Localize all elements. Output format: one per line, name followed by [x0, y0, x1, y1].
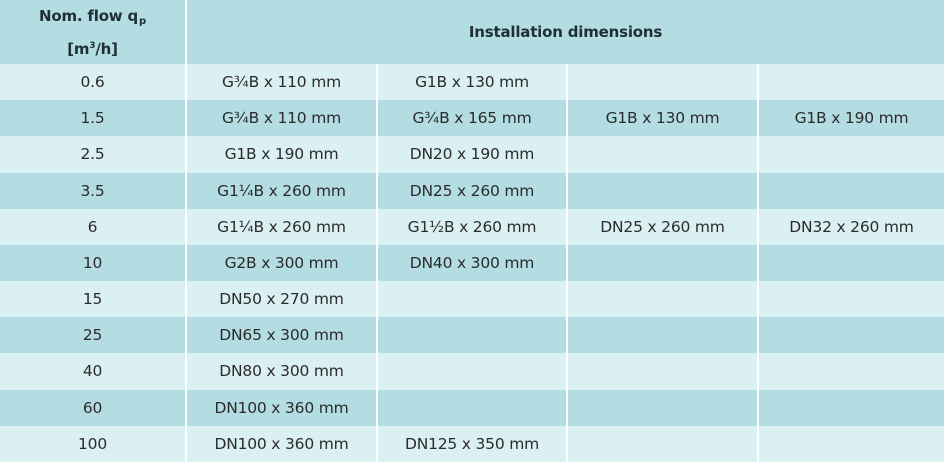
dimension-cell: DN65 x 300 mm	[187, 317, 378, 354]
dimension-cell	[378, 281, 568, 318]
flow-cell: 25	[0, 317, 187, 354]
header-nominal-flow-line1: Nom. flow qp	[39, 6, 146, 27]
dimension-cell: G¾B x 110 mm	[187, 100, 378, 137]
dimension-cell	[568, 281, 759, 318]
dimension-cell	[378, 353, 568, 390]
dimension-cell: G¾B x 165 mm	[378, 100, 568, 137]
flow-cell: 60	[0, 389, 187, 426]
dimension-cell: DN25 x 260 mm	[378, 172, 568, 209]
dimension-cell: G1B x 190 mm	[759, 100, 944, 137]
dimension-cell	[759, 136, 944, 173]
dimension-cell: G1¼B x 260 mm	[187, 208, 378, 245]
dimension-cell	[759, 389, 944, 426]
dimension-cell	[759, 64, 944, 101]
header-installation-dimensions: Installation dimensions	[187, 0, 944, 64]
flow-cell: 3.5	[0, 172, 187, 209]
dimension-cell	[759, 281, 944, 318]
dimension-cell	[568, 353, 759, 390]
dimension-cell: DN100 x 360 mm	[187, 389, 378, 426]
flow-cell: 10	[0, 244, 187, 282]
dimension-cell: DN50 x 270 mm	[187, 281, 378, 318]
flow-cell: 40	[0, 353, 187, 390]
flow-cell: 2.5	[0, 136, 187, 173]
dimension-cell: DN80 x 300 mm	[187, 353, 378, 390]
dimension-cell: G1½B x 260 mm	[378, 208, 568, 245]
dimension-cell	[568, 389, 759, 426]
dimension-cell	[568, 172, 759, 209]
dimension-cell: DN20 x 190 mm	[378, 136, 568, 173]
header-nominal-flow: Nom. flow qp [m3/h]	[0, 0, 187, 64]
dimension-cell	[759, 172, 944, 209]
dimension-cell: G2B x 300 mm	[187, 244, 378, 282]
dimension-cell	[759, 425, 944, 462]
dimension-cell	[759, 244, 944, 282]
dimension-cell: G¾B x 110 mm	[187, 64, 378, 101]
dimension-cell: G1¼B x 260 mm	[187, 172, 378, 209]
dimension-cell	[568, 64, 759, 101]
dimension-cell	[378, 317, 568, 354]
dimension-cell: DN100 x 360 mm	[187, 425, 378, 462]
dimension-cell	[759, 353, 944, 390]
header-nominal-flow-unit: [m3/h]	[67, 39, 118, 58]
dimension-cell: G1B x 190 mm	[187, 136, 378, 173]
dimension-cell: DN125 x 350 mm	[378, 425, 568, 462]
flow-cell: 6	[0, 208, 187, 245]
flow-cell: 100	[0, 425, 187, 462]
dimension-cell	[378, 389, 568, 426]
dimension-cell: G1B x 130 mm	[568, 100, 759, 137]
flow-cell: 15	[0, 281, 187, 318]
dimension-cell	[568, 317, 759, 354]
flow-cell: 0.6	[0, 64, 187, 101]
dimension-cell: G1B x 130 mm	[378, 64, 568, 101]
dimension-cell	[568, 244, 759, 282]
dimension-cell: DN40 x 300 mm	[378, 244, 568, 282]
dimension-cell	[568, 425, 759, 462]
flow-cell: 1.5	[0, 100, 187, 137]
dimension-cell	[568, 136, 759, 173]
dimension-cell: DN32 x 260 mm	[759, 208, 944, 245]
dimension-cell: DN25 x 260 mm	[568, 208, 759, 245]
dimension-cell	[759, 317, 944, 354]
